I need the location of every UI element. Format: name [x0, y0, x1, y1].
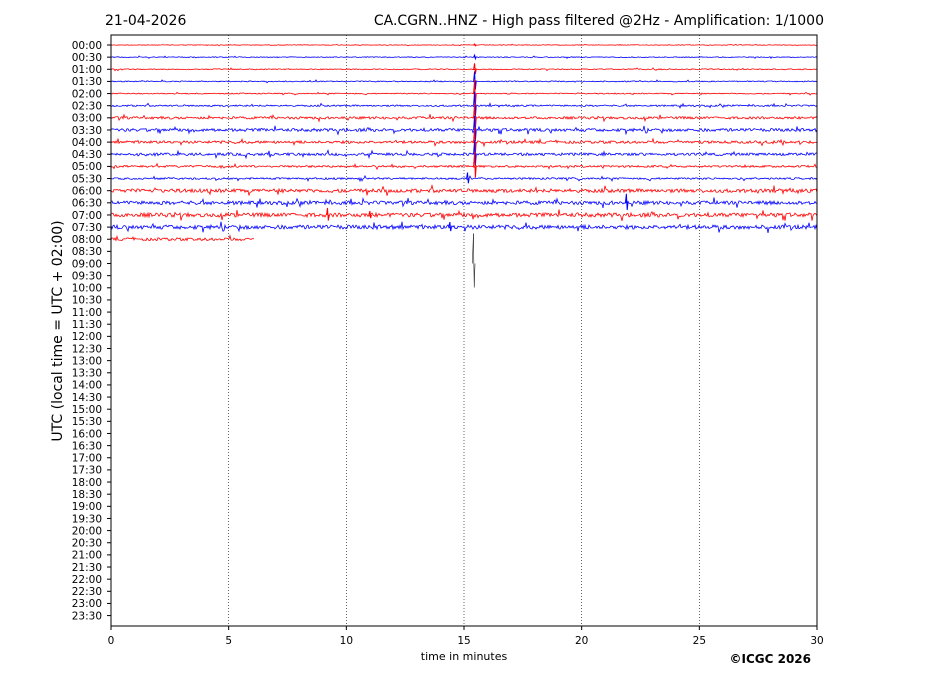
event-spike — [473, 43, 477, 47]
trace-0730 — [110, 221, 818, 234]
y-tick-label: 19:30 — [72, 513, 102, 525]
y-tick-label: 19:00 — [72, 501, 102, 513]
trace-0800 — [110, 234, 255, 242]
trace-0200 — [110, 91, 818, 96]
y-tick-label: 05:30 — [72, 173, 102, 185]
y-tick-label: 06:30 — [72, 198, 102, 210]
y-tick-label: 18:30 — [72, 489, 102, 501]
x-tick-label: 30 — [810, 635, 823, 647]
y-tick-label: 01:30 — [72, 76, 102, 88]
y-tick-label: 00:30 — [72, 52, 102, 64]
trace-0230 — [110, 102, 818, 109]
x-tick-label: 20 — [575, 635, 588, 647]
y-tick-label: 08:00 — [72, 234, 102, 246]
copyright-label: ©ICGC 2026 — [729, 652, 811, 666]
date-label: 21-04-2026 — [105, 13, 186, 29]
y-tick-label: 11:00 — [72, 307, 102, 319]
trace-0700 — [110, 209, 818, 221]
trace-0530 — [110, 174, 818, 183]
y-tick-label: 13:30 — [72, 368, 102, 380]
x-tick-label: 0 — [108, 635, 115, 647]
y-tick-label: 04:30 — [72, 149, 102, 161]
y-tick-label: 10:00 — [72, 283, 102, 295]
y-tick-label: 12:00 — [72, 331, 102, 343]
y-tick-label: 08:30 — [72, 246, 102, 258]
y-tick-label: 15:00 — [72, 404, 102, 416]
event-group — [326, 43, 629, 288]
y-tick-label: 01:00 — [72, 64, 102, 76]
x-tick-label: 5 — [225, 635, 232, 647]
y-tick-label: 09:00 — [72, 258, 102, 270]
plot-frame — [110, 34, 818, 627]
trace-0600 — [110, 183, 818, 196]
x-axis-ticks: 0 5 10 15 20 25 30 — [108, 626, 824, 647]
event-spike — [473, 53, 477, 61]
vertical-gridlines — [228, 35, 700, 626]
y-tick-label: 06:00 — [72, 185, 102, 197]
x-tick-label: 10 — [340, 635, 353, 647]
y-tick-label: 07:30 — [72, 222, 102, 234]
y-tick-label: 22:30 — [72, 586, 102, 598]
y-tick-label: 17:00 — [72, 453, 102, 465]
y-tick-label: 04:00 — [72, 137, 102, 149]
x-axis-label: time in minutes — [421, 650, 508, 663]
trace-0100 — [110, 67, 818, 72]
y-tick-label: 16:30 — [72, 440, 102, 452]
y-tick-label: 14:30 — [72, 392, 102, 404]
y-tick-label: 20:30 — [72, 538, 102, 550]
trace-0130 — [110, 79, 818, 84]
event-spike — [473, 152, 477, 178]
trace-0330 — [110, 125, 818, 136]
y-tick-label: 18:00 — [72, 477, 102, 489]
event-spike — [368, 210, 372, 219]
y-tick-label: 22:00 — [72, 574, 102, 586]
y-tick-label: 05:00 — [72, 161, 102, 173]
event-spike — [472, 233, 476, 288]
y-tick-label: 02:30 — [72, 101, 102, 113]
y-tick-label: 21:00 — [72, 550, 102, 562]
trace-0000 — [110, 43, 818, 47]
x-tick-label: 15 — [457, 635, 470, 647]
y-axis-ticks: 00:0000:3001:0001:3002:0002:3003:0003:30… — [72, 40, 111, 622]
y-tick-label: 23:30 — [72, 610, 102, 622]
trace-0400 — [110, 137, 818, 148]
y-tick-label: 03:00 — [72, 113, 102, 125]
x-tick-label: 25 — [693, 635, 706, 647]
trace-0630 — [110, 197, 818, 209]
y-tick-label: 14:00 — [72, 380, 102, 392]
chart-title: CA.CGRN..HNZ - High pass filtered @2Hz -… — [374, 13, 824, 29]
y-tick-label: 07:00 — [72, 210, 102, 222]
trace-0030 — [110, 55, 818, 59]
y-tick-label: 20:00 — [72, 525, 102, 537]
y-tick-label: 11:30 — [72, 319, 102, 331]
event-spike — [624, 193, 629, 211]
y-tick-label: 23:00 — [72, 598, 102, 610]
trace-0500 — [110, 162, 818, 171]
event-spike — [326, 207, 330, 221]
y-axis-label: UTC (local time = UTC + 02:00) — [50, 220, 66, 441]
y-tick-label: 13:00 — [72, 355, 102, 367]
y-tick-label: 12:30 — [72, 343, 102, 355]
event-spike — [473, 63, 477, 75]
y-tick-label: 10:30 — [72, 295, 102, 307]
trace-0300 — [110, 113, 818, 123]
trace-0430 — [110, 148, 818, 160]
y-tick-label: 16:00 — [72, 428, 102, 440]
y-tick-label: 09:30 — [72, 270, 102, 282]
y-tick-label: 15:30 — [72, 416, 102, 428]
event-spike — [466, 172, 470, 184]
y-tick-label: 00:00 — [72, 40, 102, 52]
y-tick-label: 21:30 — [72, 562, 102, 574]
trace-group — [110, 43, 818, 242]
y-tick-label: 03:30 — [72, 125, 102, 137]
y-tick-label: 17:30 — [72, 465, 102, 477]
event-spike — [448, 222, 452, 232]
y-tick-label: 02:00 — [72, 88, 102, 100]
